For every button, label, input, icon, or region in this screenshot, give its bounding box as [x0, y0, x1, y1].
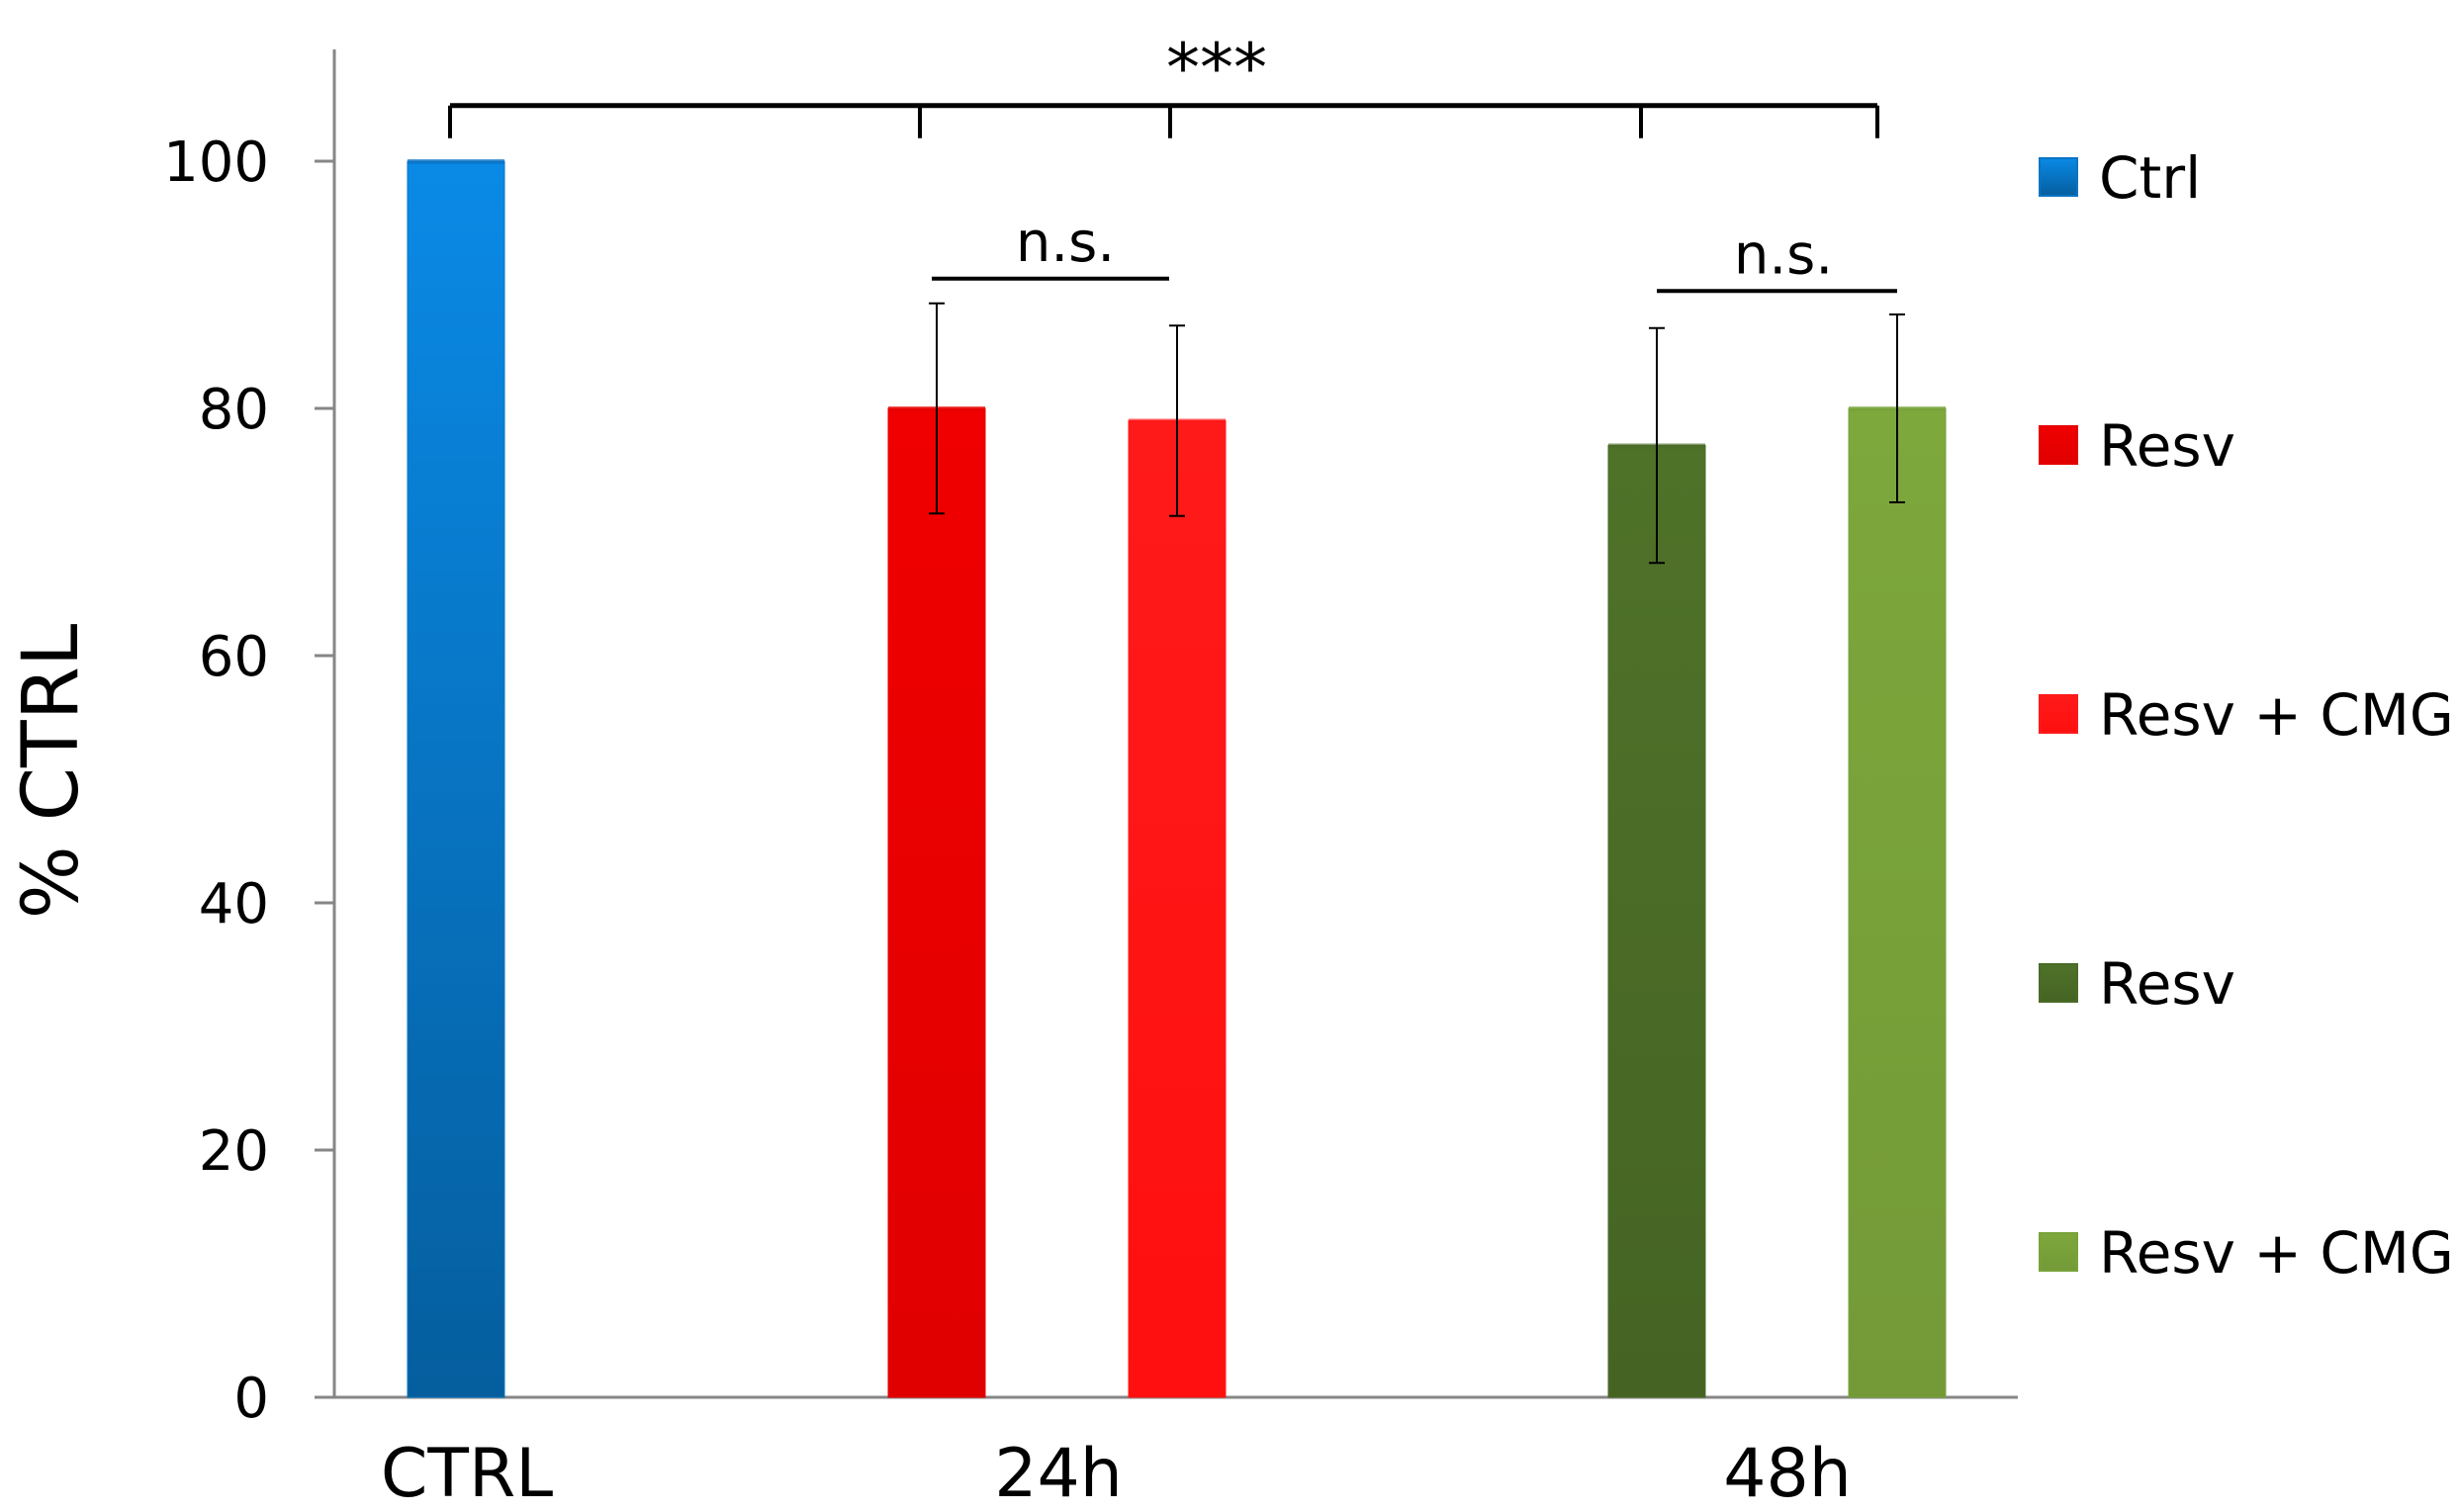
significance-label: ***	[1166, 30, 1267, 108]
x-category-label: CTRL	[381, 1435, 553, 1512]
significance-label: n.s.	[1734, 222, 1833, 287]
bar-48h-3	[1607, 445, 1706, 1398]
bar-24h-2	[1128, 420, 1227, 1398]
x-category-label: 48h	[1723, 1435, 1852, 1512]
legend: Ctrl Resv Resv + CMG Resv Resv + CMG	[2039, 144, 2454, 1287]
y-tick-label: 40	[199, 872, 269, 936]
legend-swatch	[2039, 694, 2078, 734]
y-axis-label: % CTRL	[7, 623, 96, 919]
bar-24h-1	[887, 407, 986, 1398]
y-tick-label: 60	[199, 625, 269, 689]
legend-label: Resv + CMG	[2099, 1219, 2454, 1287]
y-ticks: 0 20 40 60 80 100	[163, 131, 334, 1431]
legend-swatch	[2039, 1232, 2078, 1272]
significance-label: n.s.	[1016, 211, 1115, 275]
category-labels: CTRL 24h 48h	[381, 1435, 1852, 1512]
significance-brackets: *** n.s. n.s.	[448, 30, 1897, 294]
error-bars	[929, 302, 1905, 565]
y-tick-label: 100	[163, 131, 269, 195]
legend-label: Resv + CMG	[2099, 681, 2454, 749]
y-tick-label: 80	[199, 378, 269, 442]
legend-label: Ctrl	[2099, 144, 2201, 212]
x-category-label: 24h	[994, 1435, 1123, 1512]
legend-swatch	[2039, 157, 2078, 197]
bars	[407, 159, 1947, 1398]
y-tick-label: 20	[199, 1119, 269, 1184]
bar-cap	[408, 159, 504, 164]
y-tick-label: 0	[233, 1367, 269, 1431]
legend-swatch	[2039, 963, 2078, 1003]
legend-label: Resv	[2099, 950, 2235, 1018]
bar-48h-4	[1848, 407, 1947, 1398]
legend-swatch	[2039, 425, 2078, 465]
legend-label: Resv	[2099, 412, 2235, 480]
bar-ctrl-0	[407, 160, 505, 1398]
